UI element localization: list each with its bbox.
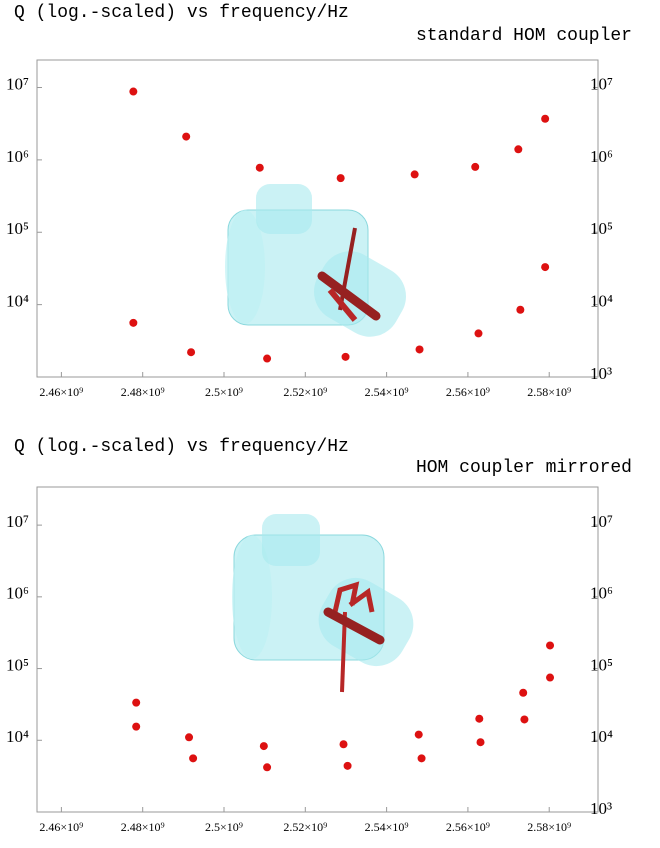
y-tick-label: 10³ xyxy=(590,364,612,383)
data-point xyxy=(189,754,197,762)
y-tick-label: 10⁵ xyxy=(590,655,613,674)
y-tick-label: 10⁶ xyxy=(590,147,613,166)
data-point xyxy=(129,319,137,327)
data-point xyxy=(520,715,528,723)
chart-title: Q (log.-scaled) vs frequency/Hz xyxy=(14,3,349,23)
data-point xyxy=(132,723,140,731)
data-point xyxy=(182,133,190,141)
data-point xyxy=(416,345,424,353)
y-tick-label: 10⁵ xyxy=(6,219,29,238)
data-point xyxy=(516,306,524,314)
chart-subtitle: standard HOM coupler xyxy=(416,26,632,46)
y-tick-label: 10³ xyxy=(590,799,612,818)
data-point xyxy=(129,88,137,96)
x-tick-label: 2.48×10⁹ xyxy=(121,385,165,399)
x-tick-label: 2.52×10⁹ xyxy=(283,820,327,834)
data-point xyxy=(340,740,348,748)
y-tick-label: 10⁴ xyxy=(6,727,29,746)
y-tick-label: 10⁶ xyxy=(6,584,29,603)
y-tick-label: 10⁷ xyxy=(590,74,613,93)
x-tick-label: 2.46×10⁹ xyxy=(39,820,83,834)
data-point xyxy=(477,738,485,746)
data-point xyxy=(263,355,271,363)
x-tick-label: 2.48×10⁹ xyxy=(121,820,165,834)
coupler-illustration xyxy=(232,514,424,692)
page: Q (log.-scaled) vs frequency/Hz standard … xyxy=(0,0,660,843)
x-tick-label: 2.56×10⁹ xyxy=(446,385,490,399)
data-point xyxy=(514,145,522,153)
data-point xyxy=(132,699,140,707)
x-tick-label: 2.56×10⁹ xyxy=(446,820,490,834)
x-tick-label: 2.5×10⁹ xyxy=(205,820,243,834)
y-tick-label: 10⁶ xyxy=(590,584,613,603)
x-tick-label: 2.46×10⁹ xyxy=(39,385,83,399)
data-point xyxy=(185,733,193,741)
data-point xyxy=(475,715,483,723)
y-tick-label: 10⁴ xyxy=(6,292,29,311)
data-point xyxy=(337,174,345,182)
data-point xyxy=(418,754,426,762)
y-tick-label: 10⁶ xyxy=(6,147,29,166)
x-tick-label: 2.58×10⁹ xyxy=(527,385,571,399)
x-tick-label: 2.5×10⁹ xyxy=(205,385,243,399)
data-point xyxy=(263,763,271,771)
y-tick-label: 10⁷ xyxy=(6,74,29,93)
y-tick-label: 10⁵ xyxy=(6,655,29,674)
data-point xyxy=(541,263,549,271)
data-point xyxy=(411,170,419,178)
data-point xyxy=(187,348,195,356)
x-tick-label: 2.54×10⁹ xyxy=(365,820,409,834)
y-tick-label: 10⁷ xyxy=(6,512,29,531)
data-point xyxy=(471,163,479,171)
data-point xyxy=(519,689,527,697)
data-point xyxy=(344,762,352,770)
x-tick-label: 2.58×10⁹ xyxy=(527,820,571,834)
data-point xyxy=(256,164,264,172)
chart-subtitle: HOM coupler mirrored xyxy=(416,458,632,478)
data-point xyxy=(342,353,350,361)
chart-title: Q (log.-scaled) vs frequency/Hz xyxy=(14,437,349,457)
data-point xyxy=(546,641,554,649)
chart: Q (log.-scaled) vs frequency/Hz standard … xyxy=(6,3,632,399)
data-point xyxy=(541,115,549,123)
data-point xyxy=(546,674,554,682)
data-point xyxy=(415,731,423,739)
y-tick-label: 10⁴ xyxy=(590,292,613,311)
y-tick-label: 10⁵ xyxy=(590,219,613,238)
data-point xyxy=(260,742,268,750)
x-tick-label: 2.54×10⁹ xyxy=(365,385,409,399)
y-tick-label: 10⁷ xyxy=(590,512,613,531)
x-tick-label: 2.52×10⁹ xyxy=(283,385,327,399)
coupler-illustration xyxy=(225,184,417,348)
data-point xyxy=(474,329,482,337)
y-tick-label: 10⁴ xyxy=(590,727,613,746)
